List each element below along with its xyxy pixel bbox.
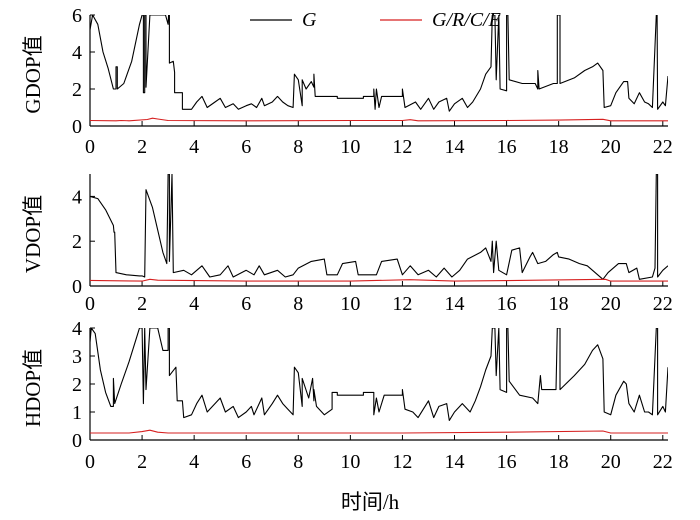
x-tick-label: 20 xyxy=(601,293,621,315)
x-axis-label: 时间/h xyxy=(341,490,400,514)
x-tick-label: 16 xyxy=(497,451,517,473)
panel-1: 0 2 4 0 2 4 6 8 10 12 14 16 18 20 22 VDOP值 xyxy=(21,174,673,315)
x-tick-label: 12 xyxy=(392,293,412,315)
x-tick-label: 20 xyxy=(601,136,621,158)
y-tick-label: 4 xyxy=(72,42,82,64)
x-tick-label: 0 xyxy=(85,293,95,315)
x-tick-label: 22 xyxy=(653,293,673,315)
y-tick-label: 2 xyxy=(72,231,82,253)
x-tick-label: 8 xyxy=(293,136,303,158)
series-line-grce xyxy=(90,278,668,282)
series-line-grce xyxy=(90,429,668,434)
legend-entry: G xyxy=(302,9,317,31)
x-tick-label: 16 xyxy=(497,136,517,158)
x-tick-label: 8 xyxy=(293,451,303,473)
x-tick-label: 6 xyxy=(241,451,251,473)
y-tick-label: 1 xyxy=(72,402,82,424)
y-tick-label: 4 xyxy=(72,186,82,208)
x-tick-label: 14 xyxy=(445,136,465,158)
series-line-g xyxy=(90,328,668,421)
y-tick-label: 3 xyxy=(72,346,82,368)
y-tick-label: 0 xyxy=(72,116,82,138)
x-tick-label: 4 xyxy=(189,293,199,315)
panel-0: 0 2 4 6 0 2 4 6 8 10 12 14 16 18 20 22 GDOP值 xyxy=(21,5,673,158)
legend-entry: G/R/C/E xyxy=(432,9,501,31)
series-line-grce xyxy=(90,117,668,122)
y-tick-label: 0 xyxy=(72,276,82,298)
x-tick-label: 4 xyxy=(189,136,199,158)
y-tick-label: 2 xyxy=(72,79,82,101)
x-tick-label: 22 xyxy=(653,136,673,158)
y-axis-label: VDOP值 xyxy=(21,195,45,273)
x-tick-label: 12 xyxy=(392,451,412,473)
x-tick-label: 14 xyxy=(445,293,465,315)
x-tick-label: 8 xyxy=(293,293,303,315)
y-tick-label: 2 xyxy=(72,374,82,396)
series-line-g xyxy=(90,174,668,280)
x-tick-label: 2 xyxy=(137,451,147,473)
series-line-g xyxy=(90,15,668,112)
x-tick-label: 10 xyxy=(340,451,360,473)
x-tick-label: 18 xyxy=(549,451,569,473)
y-axis-label: HDOP值 xyxy=(21,349,45,427)
y-axis-label: GDOP值 xyxy=(21,35,45,113)
y-tick-label: 0 xyxy=(72,430,82,452)
x-tick-label: 14 xyxy=(445,451,465,473)
x-tick-label: 2 xyxy=(137,136,147,158)
x-tick-label: 0 xyxy=(85,136,95,158)
x-tick-label: 6 xyxy=(241,293,251,315)
x-tick-label: 2 xyxy=(137,293,147,315)
x-tick-label: 18 xyxy=(549,136,569,158)
x-tick-label: 18 xyxy=(549,293,569,315)
x-tick-label: 16 xyxy=(497,293,517,315)
x-tick-label: 4 xyxy=(189,451,199,473)
x-tick-label: 0 xyxy=(85,451,95,473)
x-tick-label: 20 xyxy=(601,451,621,473)
y-tick-label: 6 xyxy=(72,5,82,27)
x-tick-label: 6 xyxy=(241,136,251,158)
legend: G G/R/C/E xyxy=(250,9,501,31)
y-tick-label: 4 xyxy=(72,318,82,340)
x-tick-label: 10 xyxy=(340,293,360,315)
x-tick-label: 22 xyxy=(653,451,673,473)
x-tick-label: 10 xyxy=(340,136,360,158)
x-tick-label: 12 xyxy=(392,136,412,158)
